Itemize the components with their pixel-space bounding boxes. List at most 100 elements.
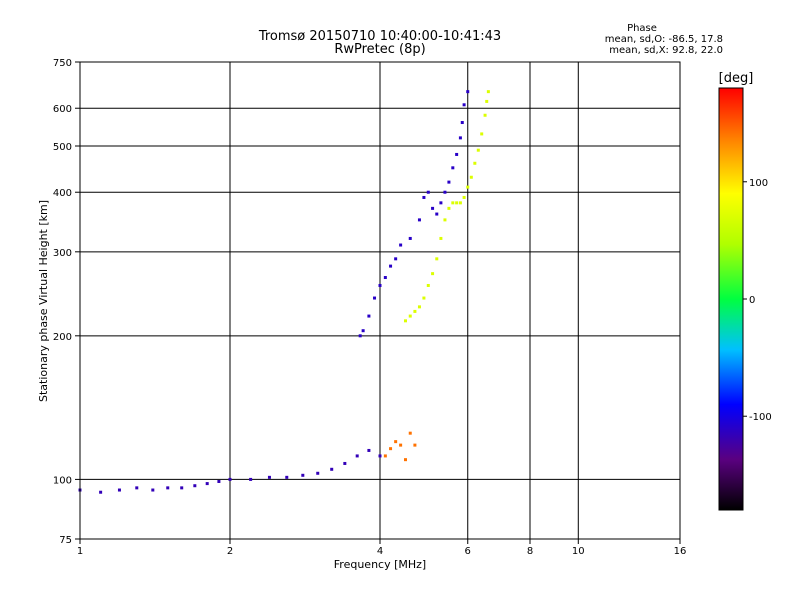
data-point <box>399 443 403 447</box>
data-point <box>361 329 365 333</box>
data-point <box>228 477 232 481</box>
data-point <box>117 488 121 492</box>
data-point <box>373 296 377 300</box>
data-point <box>426 190 430 194</box>
x-axis-ticks: 1 2 4 6 8 10 16 <box>77 539 687 557</box>
colorbar-label: [deg] <box>719 71 754 86</box>
data-point <box>462 103 466 107</box>
colorbar-tick-label: 0 <box>749 295 755 306</box>
data-point <box>435 212 439 216</box>
y-tick-label: 600 <box>53 104 72 115</box>
data-point <box>443 218 447 222</box>
data-point <box>458 136 462 140</box>
data-point <box>389 447 393 451</box>
stats-x: mean, sd,X: 92.8, 22.0 <box>609 45 723 56</box>
data-point <box>193 484 197 488</box>
data-point <box>99 490 103 494</box>
data-point <box>455 152 459 156</box>
y-tick-label: 300 <box>53 248 72 259</box>
data-point <box>422 296 426 300</box>
data-point <box>267 475 271 479</box>
data-point <box>403 319 407 323</box>
data-point <box>447 206 451 210</box>
data-point <box>413 443 417 447</box>
data-point <box>451 201 455 205</box>
data-point <box>249 477 253 481</box>
y-tick-label: 400 <box>53 188 72 199</box>
data-point <box>451 166 455 170</box>
data-point <box>483 113 487 117</box>
data-point <box>383 276 387 280</box>
data-point <box>355 454 359 458</box>
data-point <box>462 195 466 199</box>
x-axis-label: Frequency [MHz] <box>334 558 426 571</box>
x-tick-label: 8 <box>527 546 533 557</box>
data-point <box>417 218 421 222</box>
data-point <box>426 283 430 287</box>
data-point <box>389 264 393 268</box>
chart-title: Tromsø 20150710 10:40:00-10:41:43 <box>258 29 501 44</box>
data-point <box>485 99 489 103</box>
data-point <box>413 309 417 313</box>
data-point <box>455 201 459 205</box>
data-point <box>343 461 347 465</box>
data-point <box>378 283 382 287</box>
data-point <box>431 272 435 276</box>
data-point <box>458 201 462 205</box>
data-point <box>394 440 398 444</box>
data-point <box>151 488 155 492</box>
data-point <box>439 236 443 240</box>
data-point <box>408 314 412 318</box>
colorbar <box>718 87 744 511</box>
data-point <box>316 471 320 475</box>
y-tick-label: 100 <box>53 475 72 486</box>
data-point <box>408 236 412 240</box>
colorbar-ticks: 100 0 -100 <box>743 178 772 423</box>
x-tick-label: 1 <box>77 546 83 557</box>
data-point <box>367 448 371 452</box>
data-point <box>378 454 382 458</box>
data-point <box>466 185 470 189</box>
data-point <box>403 458 407 462</box>
y-tick-label: 750 <box>53 58 72 69</box>
data-point <box>330 467 334 471</box>
colorbar-tick-label: -100 <box>749 412 772 423</box>
x-tick-label: 2 <box>227 546 233 557</box>
x-tick-label: 16 <box>674 546 687 557</box>
data-point <box>285 475 289 479</box>
x-tick-label: 4 <box>377 546 383 557</box>
y-tick-label: 200 <box>53 332 72 343</box>
y-tick-label: 500 <box>53 142 72 153</box>
chart-subtitle: RwPretec (8p) <box>334 42 425 57</box>
data-point <box>466 90 470 94</box>
data-point <box>417 305 421 309</box>
data-point <box>217 479 221 483</box>
x-tick-label: 10 <box>572 546 585 557</box>
data-point <box>443 190 447 194</box>
colorbar-tick-label: 100 <box>749 178 768 189</box>
data-point <box>439 201 443 205</box>
data-point <box>399 243 403 247</box>
data-point <box>301 473 305 477</box>
data-point <box>473 161 477 165</box>
data-point <box>469 175 473 179</box>
data-point <box>394 257 398 261</box>
data-point <box>408 431 412 435</box>
data-point <box>166 486 170 490</box>
data-point <box>486 90 490 94</box>
data-point <box>431 206 435 210</box>
stats-heading: Phase <box>627 23 657 34</box>
data-point <box>358 334 362 338</box>
grid-lines <box>80 62 680 539</box>
data-point <box>480 132 484 136</box>
data-point <box>460 121 464 125</box>
data-point <box>476 148 480 152</box>
x-tick-label: 6 <box>465 546 471 557</box>
data-point <box>383 454 387 458</box>
data-point <box>135 486 139 490</box>
y-axis-ticks: 75 100 200 300 400 500 600 750 <box>53 58 80 546</box>
data-point <box>447 180 451 184</box>
data-point <box>422 195 426 199</box>
y-tick-label: 75 <box>59 535 72 546</box>
